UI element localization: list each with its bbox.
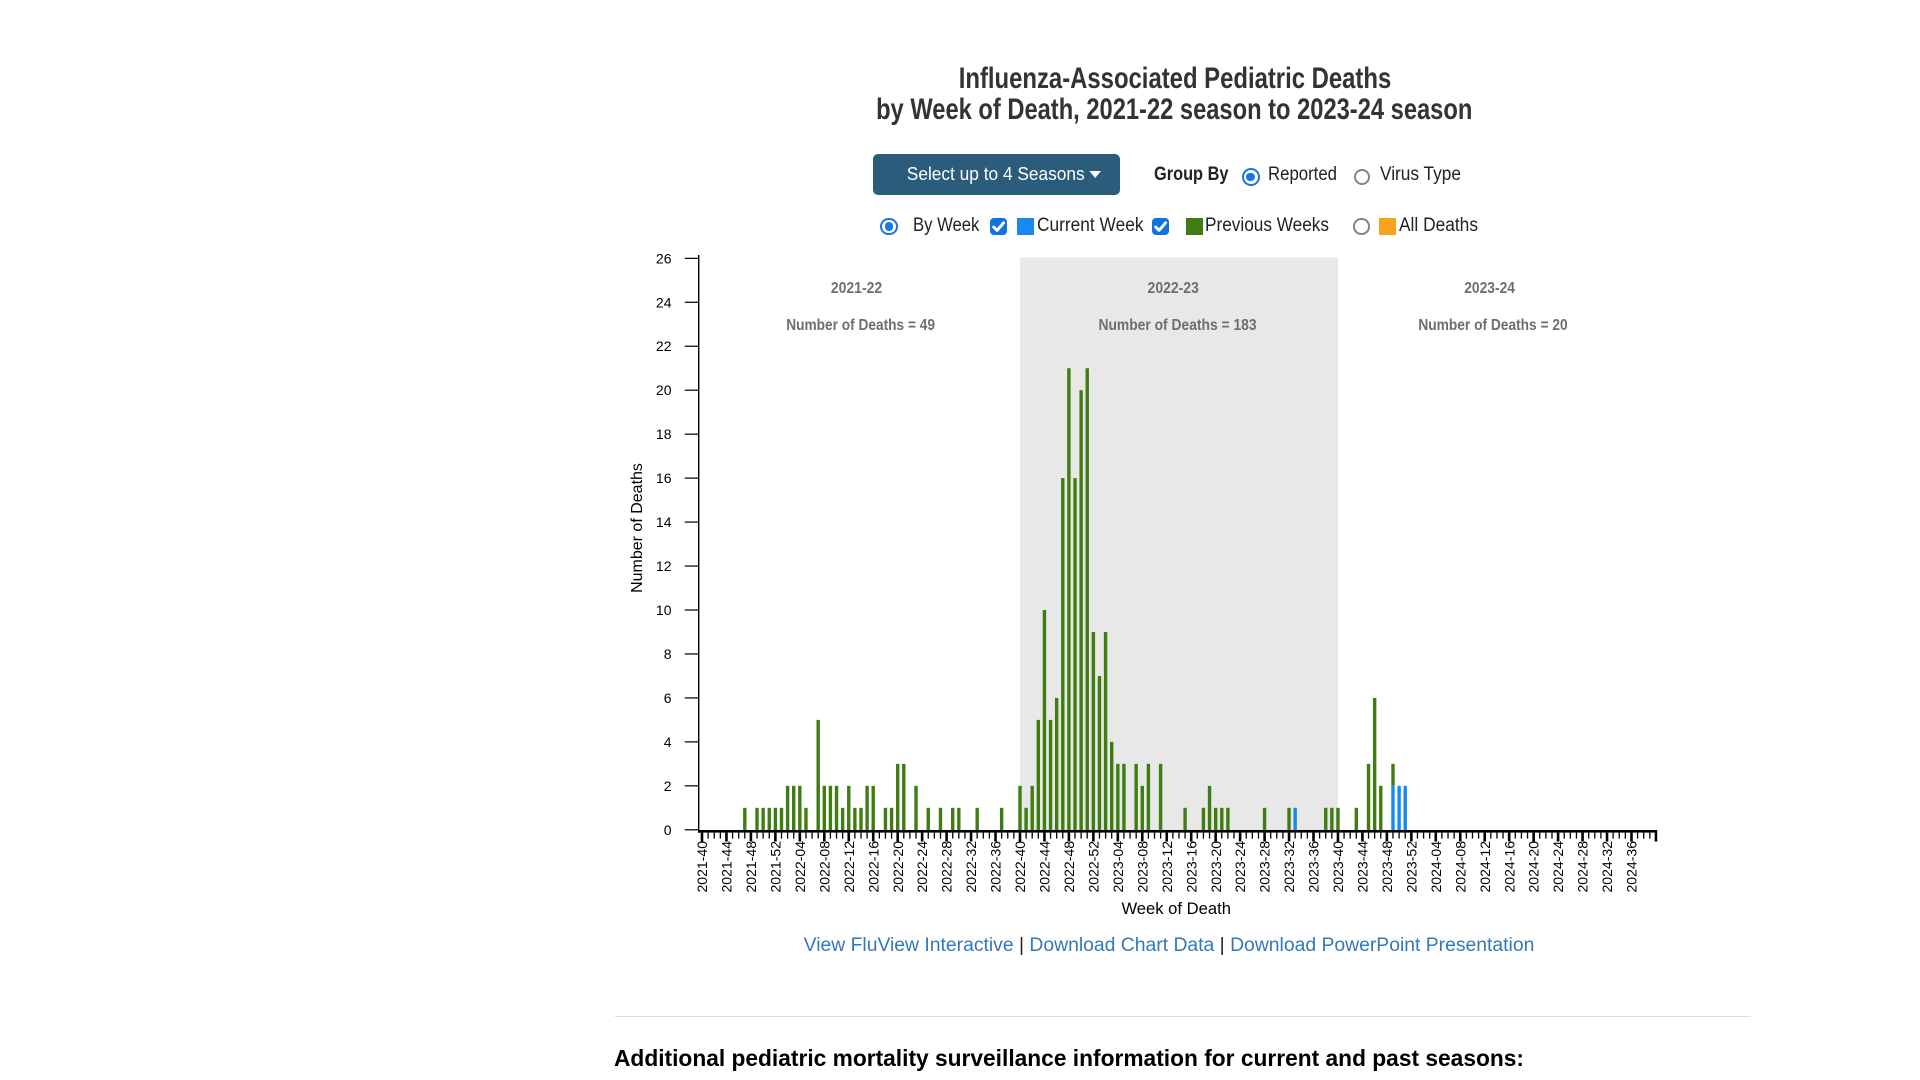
svg-text:8: 8 [664, 646, 672, 662]
svg-text:12: 12 [656, 558, 672, 574]
svg-text:2024-20: 2024-20 [1526, 841, 1542, 893]
svg-text:20: 20 [656, 382, 672, 398]
svg-text:18: 18 [656, 426, 672, 442]
svg-text:2021-52: 2021-52 [767, 841, 783, 893]
svg-text:2023-44: 2023-44 [1355, 841, 1371, 893]
svg-text:6: 6 [664, 690, 672, 706]
svg-text:2023-08: 2023-08 [1134, 841, 1150, 893]
svg-text:2024-08: 2024-08 [1452, 841, 1468, 893]
svg-text:2022-24: 2022-24 [914, 841, 930, 893]
svg-text:2: 2 [664, 778, 672, 794]
svg-text:2023-48: 2023-48 [1379, 841, 1395, 893]
svg-text:10: 10 [656, 602, 672, 618]
svg-text:22: 22 [656, 338, 672, 354]
svg-text:2024-24: 2024-24 [1550, 841, 1566, 893]
svg-text:14: 14 [656, 514, 672, 530]
svg-text:2022-44: 2022-44 [1037, 841, 1053, 893]
svg-text:2022-28: 2022-28 [939, 841, 955, 893]
svg-text:26: 26 [656, 250, 672, 266]
svg-text:2021-40: 2021-40 [694, 841, 710, 893]
svg-text:24: 24 [656, 294, 672, 310]
svg-text:2022-32: 2022-32 [963, 841, 979, 893]
svg-text:2022-04: 2022-04 [792, 841, 808, 893]
svg-text:2022-12: 2022-12 [841, 841, 857, 893]
svg-text:2021-44: 2021-44 [719, 841, 735, 893]
svg-text:2023-20: 2023-20 [1208, 841, 1224, 893]
svg-text:2022-36: 2022-36 [988, 841, 1004, 893]
svg-text:2024-04: 2024-04 [1428, 841, 1444, 893]
svg-text:2023-32: 2023-32 [1281, 841, 1297, 893]
svg-text:2022-48: 2022-48 [1061, 841, 1077, 893]
svg-text:2023-16: 2023-16 [1183, 841, 1199, 893]
svg-text:16: 16 [656, 470, 672, 486]
svg-text:2024-16: 2024-16 [1501, 841, 1517, 893]
svg-text:2021-48: 2021-48 [743, 841, 759, 893]
svg-text:2023-36: 2023-36 [1306, 841, 1322, 893]
svg-text:2023-12: 2023-12 [1159, 841, 1175, 893]
svg-text:2024-36: 2024-36 [1624, 841, 1640, 893]
svg-text:2022-08: 2022-08 [816, 841, 832, 893]
svg-text:2022-40: 2022-40 [1012, 841, 1028, 893]
svg-text:2023-04: 2023-04 [1110, 841, 1126, 893]
svg-text:2024-32: 2024-32 [1599, 841, 1615, 893]
svg-text:4: 4 [664, 734, 672, 750]
svg-text:2022-52: 2022-52 [1085, 841, 1101, 893]
svg-text:0: 0 [664, 822, 672, 838]
svg-text:2023-24: 2023-24 [1232, 841, 1248, 893]
svg-text:2023-28: 2023-28 [1257, 841, 1273, 893]
svg-text:2022-16: 2022-16 [865, 841, 881, 893]
svg-text:2024-28: 2024-28 [1575, 841, 1591, 893]
svg-text:2023-40: 2023-40 [1330, 841, 1346, 893]
svg-text:2024-12: 2024-12 [1477, 841, 1493, 893]
svg-text:2022-20: 2022-20 [890, 841, 906, 893]
svg-text:2023-52: 2023-52 [1403, 841, 1419, 893]
